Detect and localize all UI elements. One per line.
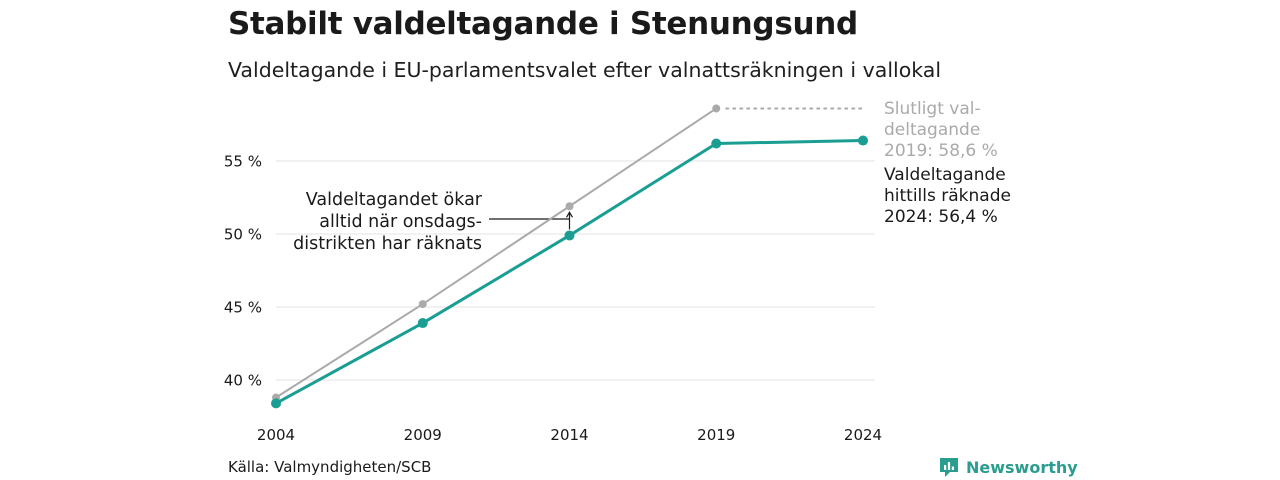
data-point-counted [858, 135, 868, 146]
gridlines [276, 160, 875, 381]
data-point-final [712, 104, 721, 113]
counted-series-label: 2024: 56,4 % [884, 207, 998, 227]
chart-title: Stabilt valdeltagande i Stenungsund [228, 6, 858, 42]
y-tick-label: 40 % [224, 372, 262, 390]
source-note: Källa: Valmyndigheten/SCB [228, 458, 432, 476]
data-point-final [565, 202, 574, 211]
x-axis-ticks: 2004 2009 2014 2019 2024 [257, 426, 882, 444]
x-tick-label: 2009 [404, 426, 442, 444]
data-point-counted [711, 138, 722, 149]
x-tick-label: 2024 [844, 426, 882, 444]
callout-text: Valdeltagandet ökar [306, 190, 483, 210]
callout-arrowhead [565, 211, 574, 218]
y-axis-ticks: 40 % 45 % 50 % 55 % [224, 153, 262, 390]
final-series-label: 2019: 58,6 % [884, 141, 998, 161]
series-line-final [275, 107, 717, 399]
data-point-counted [271, 398, 281, 409]
data-point-counted [417, 318, 428, 329]
newsworthy-icon [940, 458, 958, 477]
data-point-counted [564, 230, 575, 241]
callout-text: alltid när onsdags- [319, 212, 482, 232]
callout-text: distrikten har räknats [293, 234, 482, 254]
y-tick-label: 45 % [224, 299, 262, 317]
brand-logo: Newsworthy [938, 456, 1078, 478]
brand-name: Newsworthy [966, 457, 1078, 477]
chart-subtitle: Valdeltagande i EU-parlamentsvalet efter… [228, 58, 942, 82]
counted-series-label: hittills räknade [884, 186, 1011, 206]
y-tick-label: 50 % [224, 226, 262, 244]
y-tick-label: 55 % [224, 153, 262, 171]
data-point-final [418, 300, 427, 309]
final-series-label: deltagande [884, 120, 980, 140]
series-line-counted [275, 139, 864, 405]
x-tick-label: 2014 [550, 426, 588, 444]
counted-series-label: Valdeltagande [884, 165, 1006, 185]
x-tick-label: 2019 [697, 426, 735, 444]
series [271, 104, 868, 409]
final-series-label: Slutligt val- [884, 99, 981, 119]
x-tick-label: 2004 [257, 426, 295, 444]
